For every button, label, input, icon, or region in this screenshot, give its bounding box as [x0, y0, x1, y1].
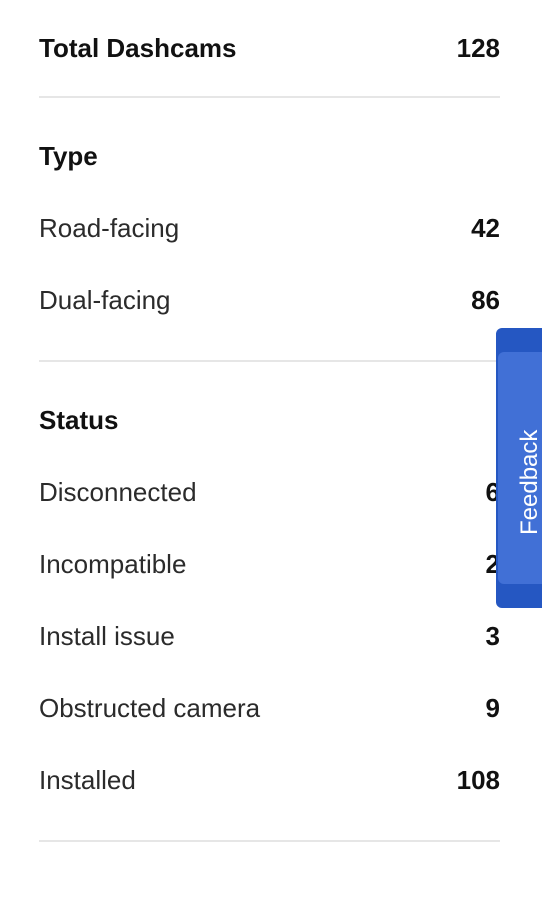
type-value: 86 — [471, 284, 500, 315]
status-heading: Status — [39, 404, 119, 435]
status-row-incompatible: Incompatible 2 — [39, 528, 500, 600]
feedback-label: Feedback — [516, 429, 542, 535]
total-dashcams-value: 128 — [456, 32, 500, 63]
status-label: Installed — [39, 764, 136, 795]
divider — [39, 96, 500, 98]
divider — [39, 360, 500, 362]
status-label: Incompatible — [39, 548, 187, 579]
type-label: Dual-facing — [39, 284, 171, 315]
status-value: 9 — [485, 692, 500, 723]
feedback-button[interactable]: Feedback — [498, 352, 542, 584]
status-value: 108 — [456, 764, 500, 795]
status-row-install-issue: Install issue 3 — [39, 600, 500, 672]
status-label: Disconnected — [39, 476, 197, 507]
status-value: 3 — [485, 620, 500, 651]
status-row-disconnected: Disconnected 6 — [39, 456, 500, 528]
dashcam-summary-panel: Total Dashcams 128 Type Road-facing 42 D… — [39, 0, 500, 842]
status-row-installed: Installed 108 — [39, 744, 500, 816]
status-label: Obstructed camera — [39, 692, 261, 723]
total-dashcams-row: Total Dashcams 128 — [39, 0, 500, 96]
type-heading: Type — [39, 140, 98, 171]
total-dashcams-label: Total Dashcams — [39, 32, 237, 63]
type-label: Road-facing — [39, 212, 180, 243]
feedback-tab[interactable]: Feedback — [496, 328, 542, 608]
type-row-road-facing: Road-facing 42 — [39, 192, 500, 264]
type-row-dual-facing: Dual-facing 86 — [39, 264, 500, 336]
type-value: 42 — [471, 212, 500, 243]
status-row-obstructed-camera: Obstructed camera 9 — [39, 672, 500, 744]
status-label: Install issue — [39, 620, 175, 651]
divider — [39, 840, 500, 842]
